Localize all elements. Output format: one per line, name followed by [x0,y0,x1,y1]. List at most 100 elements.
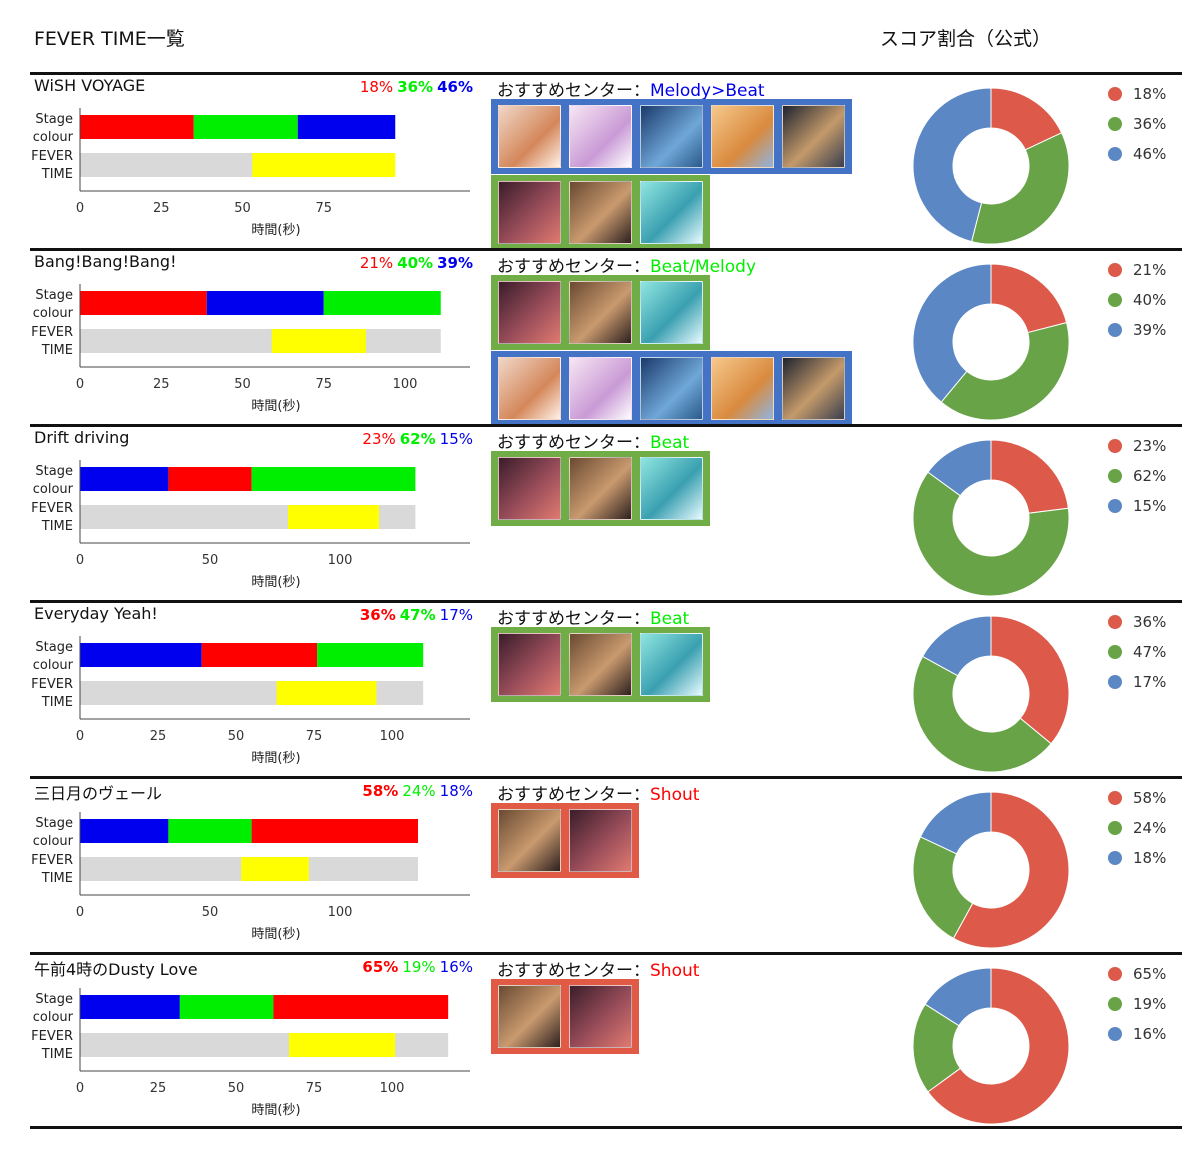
stage-colour-segment [317,643,424,667]
legend-label: 17% [1133,673,1167,691]
song-title: Drift driving [34,428,130,447]
percent-label: 36% [359,606,396,624]
character-card-thumbnail [640,281,703,344]
score-donut-chart [912,263,1070,421]
legend-dot-icon [1108,439,1122,453]
legend-dot-icon [1108,997,1122,1011]
character-card-thumbnail [498,105,561,168]
x-tick-label: 100 [328,905,353,920]
recommended-prefix: おすすめセンター： [497,257,650,277]
character-card-thumbnail [498,457,561,520]
score-donut-chart [912,439,1070,597]
legend-item: 15% [1108,491,1166,521]
row-separator [30,776,1182,779]
y-axis-label: Stage [35,288,73,303]
stage-colour-segment [168,467,252,491]
row-separator [30,600,1182,603]
character-card-thumbnail [569,809,632,872]
legend-dot-icon [1108,675,1122,689]
y-axis-label: colour [33,1010,74,1025]
legend-dot-icon [1108,293,1122,307]
legend-item: 24% [1108,813,1166,843]
legend-dot-icon [1108,791,1122,805]
x-tick-label: 50 [202,553,219,568]
recommended-center: おすすめセンター：Shout [497,780,699,805]
y-axis-label: Stage [35,464,73,479]
character-card-thumbnail [782,105,845,168]
recommended-card-group [491,351,852,426]
recommended-center: おすすめセンター：Melody>Beat [497,76,765,101]
donut-slice [912,471,1070,597]
stage-colour-segment [80,819,169,843]
x-tick-label: 25 [150,729,167,744]
legend-label: 62% [1133,467,1167,485]
stage-colour-segment [80,291,207,315]
recommended-value: Melody>Beat [650,81,765,101]
legend-item: 46% [1108,139,1166,169]
song-title: 三日月のヴェール [34,784,163,803]
y-axis-label: FEVER [31,325,73,340]
percent-label: 46% [437,78,473,96]
legend-item: 16% [1108,1019,1166,1049]
donut-slice [927,439,992,497]
legend-label: 36% [1133,115,1167,133]
x-tick-label: 100 [380,1081,405,1096]
stage-colour-segment [80,643,202,667]
row-separator [30,72,1182,75]
legend-label: 15% [1133,497,1167,515]
recommended-center: おすすめセンター：Shout [497,956,699,981]
x-tick-label: 0 [76,905,84,920]
donut-slice [970,132,1070,245]
y-axis-label: FEVER [31,501,73,516]
fever-time-segment [289,1033,396,1057]
recommended-value: Shout [650,961,700,981]
percent-label: 15% [439,430,473,448]
recommended-value: Beat [650,609,690,629]
donut-slice [912,263,992,403]
y-axis-label: FEVER [31,149,73,164]
fever-time-segment [276,681,377,705]
donut-legend: 18% 36% 46% [1108,79,1166,169]
legend-label: 58% [1133,789,1167,807]
y-axis-label: TIME [41,167,73,182]
character-card-thumbnail [711,357,774,420]
x-tick-label: 25 [153,377,170,392]
legend-item: 18% [1108,843,1166,873]
x-axis-title: 時間(秒) [251,399,300,414]
character-card-thumbnail [640,181,703,244]
percent-label: 36% [397,78,434,96]
fever-bar-chart: Stage colour FEVER TIME 0 50 100 時間(秒) [31,812,470,942]
donut-legend: 21% 40% 39% [1108,255,1166,345]
donut-slice [927,967,1070,1125]
x-tick-label: 0 [76,729,84,744]
x-tick-label: 25 [150,1081,167,1096]
row-separator [30,248,1182,251]
legend-item: 19% [1108,989,1166,1019]
legend-label: 21% [1133,261,1167,279]
character-card-thumbnail [640,357,703,420]
x-tick-label: 75 [306,729,323,744]
donut-legend: 58% 24% 18% [1108,783,1166,873]
legend-item: 36% [1108,109,1166,139]
song-title: WiSH VOYAGE [34,76,146,95]
score-percentages: 21% 40% 39% [300,254,473,272]
percent-label: 18% [439,782,473,800]
legend-dot-icon [1108,499,1122,513]
recommended-value: Shout [650,785,700,805]
x-axis-title: 時間(秒) [251,927,300,942]
legend-dot-icon [1108,87,1122,101]
donut-slice [990,615,1070,745]
x-tick-label: 75 [306,1081,323,1096]
x-axis-title: 時間(秒) [251,1103,300,1118]
stage-colour-segment [323,291,441,315]
donut-legend: 36% 47% 17% [1108,607,1166,697]
character-card-thumbnail [498,985,561,1048]
recommended-value: Beat/Melody [650,257,757,277]
score-percentages: 23% 62% 15% [300,430,473,448]
character-card-thumbnail [569,105,632,168]
percent-label: 18% [359,78,394,96]
legend-dot-icon [1108,645,1122,659]
y-axis-label: colour [33,658,74,673]
x-tick-label: 75 [315,377,332,392]
fever-time-segment [241,857,309,881]
